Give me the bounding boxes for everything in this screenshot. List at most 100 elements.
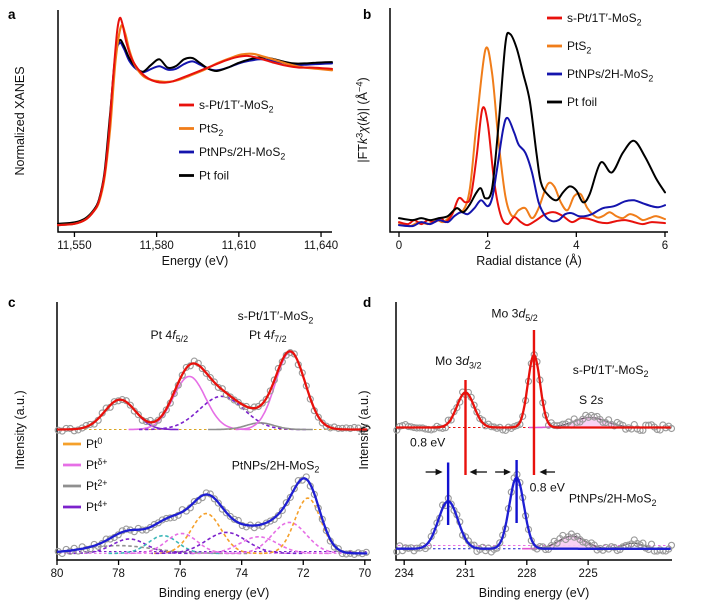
- data-circle: [126, 401, 134, 409]
- series-Pt-foil: [398, 31, 666, 222]
- annotation-text: s-Pt/1T′-MoS2: [573, 363, 649, 379]
- component-fill: [528, 417, 653, 428]
- x-tick-label: 231: [456, 568, 475, 580]
- annotation-text: Pt 4f5/2: [151, 328, 189, 344]
- x-axis-title: Binding energy (eV): [479, 586, 589, 600]
- data-circle: [496, 539, 504, 547]
- x-tick-label: 0: [396, 240, 402, 252]
- component-fill: [521, 536, 623, 549]
- fit-curve: [396, 476, 671, 550]
- x-tick-label: 4: [573, 240, 580, 252]
- data-circle: [110, 398, 118, 406]
- x-tick-label: 228: [517, 568, 536, 580]
- annotation-text: Pt 4f7/2: [249, 328, 287, 344]
- legend-label: s-Pt/1T′-MoS2: [199, 98, 274, 114]
- data-circle: [210, 378, 218, 386]
- annotation-text: s-Pt/1T′-MoS2: [238, 309, 314, 325]
- data-circle: [202, 369, 210, 377]
- legend-label: PtNPs/2H-MoS2: [567, 67, 653, 83]
- shift-arrowhead: [539, 468, 547, 476]
- panel-b: 0 2 4 6 Radial distance (Å) |FTk3χ(k)| (Å−4) s…: [355, 8, 668, 268]
- data-circle: [214, 499, 222, 507]
- series-PtNPs-2H-MoS2: [398, 116, 666, 228]
- data-circle: [158, 411, 166, 419]
- panel-a-letter: a: [8, 7, 16, 22]
- component-curve: [260, 497, 357, 555]
- axes: [389, 8, 668, 233]
- data-circle: [334, 545, 342, 553]
- data-circle: [122, 525, 130, 533]
- legend-label: PtS2: [567, 39, 591, 55]
- legend: s-Pt/1T′-MoS2 PtS2 PtNPs/2H-MoS2 Pt foil: [547, 11, 653, 109]
- x-axis-title: Binding energy (eV): [159, 586, 269, 600]
- fit-curve: [57, 350, 368, 431]
- data-circle: [70, 427, 78, 435]
- component-curve: [208, 422, 313, 431]
- legend-item: PtNPs/2H-MoS2: [547, 67, 653, 83]
- data-circle: [62, 545, 70, 553]
- data-circle: [162, 514, 170, 523]
- y-axis-title: Intensity (a.u.): [13, 390, 27, 469]
- legend-item: PtNPs/2H-MoS2: [179, 145, 285, 161]
- legend-label: Ptδ+: [86, 457, 107, 472]
- axes: [395, 302, 672, 561]
- data-circle: [214, 383, 222, 391]
- component-curve: [138, 395, 306, 431]
- annotation-text: S 2s: [579, 393, 603, 407]
- legend-label: Pt foil: [567, 95, 597, 109]
- x-tick-label: 11,580: [139, 240, 173, 252]
- data-circle: [467, 541, 475, 549]
- annotation-text: Mo 3d5/2: [491, 307, 537, 323]
- x-axis-title: Radial distance (Å): [476, 253, 582, 268]
- legend-item: s-Pt/1T′-MoS2: [179, 98, 274, 114]
- panel-b-letter: b: [363, 7, 371, 22]
- data-circle: [210, 495, 218, 503]
- x-tick-label: 6: [662, 240, 668, 252]
- legend-item: Pt4+: [63, 499, 107, 514]
- x-tick-label: 78: [112, 568, 125, 580]
- legend-label: PtS2: [199, 122, 223, 138]
- legend: Pt0 Ptδ+ Pt2+ Pt4+: [63, 436, 107, 514]
- legend-label: PtNPs/2H-MoS2: [199, 145, 285, 161]
- data-circle: [573, 418, 581, 426]
- y-axis-title: Intensity (a.u.): [357, 390, 371, 469]
- axes: [57, 10, 332, 233]
- legend-item: Pt foil: [179, 169, 229, 183]
- xps-spectrum: [54, 473, 370, 558]
- y-axis-title: |FTk3χ(k)| (Å−4): [355, 77, 370, 162]
- data-circle: [570, 533, 578, 541]
- data-circle: [230, 515, 238, 523]
- data-circle: [314, 413, 322, 421]
- data-circle: [362, 424, 370, 432]
- legend-item: s-Pt/1T′-MoS2: [547, 11, 642, 27]
- data-circle: [667, 541, 676, 549]
- component-curve: [235, 351, 347, 431]
- data-circle: [234, 398, 242, 406]
- component-curve: [61, 398, 179, 431]
- series-s-Pt-1T-MoS2: [57, 16, 333, 227]
- legend: s-Pt/1T′-MoS2 PtS2 PtNPs/2H-MoS2 Pt foil: [179, 98, 285, 183]
- data-circle: [590, 413, 598, 421]
- series-PtS2: [56, 23, 334, 227]
- legend-label: Pt foil: [199, 169, 229, 183]
- x-tick-label: 11,550: [57, 240, 91, 252]
- x-tick-label: 70: [358, 568, 371, 580]
- x-tick-label: 2: [484, 240, 490, 252]
- data-circle: [579, 538, 587, 546]
- legend-item: PtS2: [547, 39, 591, 55]
- annotation-text: PtNPs/2H-MoS2: [232, 458, 320, 474]
- legend-item: Pt foil: [547, 95, 597, 109]
- component-curve: [128, 375, 251, 431]
- legend-label: s-Pt/1T′-MoS2: [567, 11, 642, 27]
- x-tick-label: 11,640: [304, 240, 338, 252]
- data-circle: [258, 399, 266, 407]
- component-curve: [188, 536, 329, 555]
- data-circle: [354, 424, 362, 432]
- shift-arrowhead: [503, 468, 511, 476]
- legend-item: Pt2+: [63, 478, 107, 493]
- y-axis-title: Normalized XANES: [13, 66, 27, 175]
- x-tick-label: 76: [174, 568, 187, 580]
- data-circle: [198, 365, 206, 373]
